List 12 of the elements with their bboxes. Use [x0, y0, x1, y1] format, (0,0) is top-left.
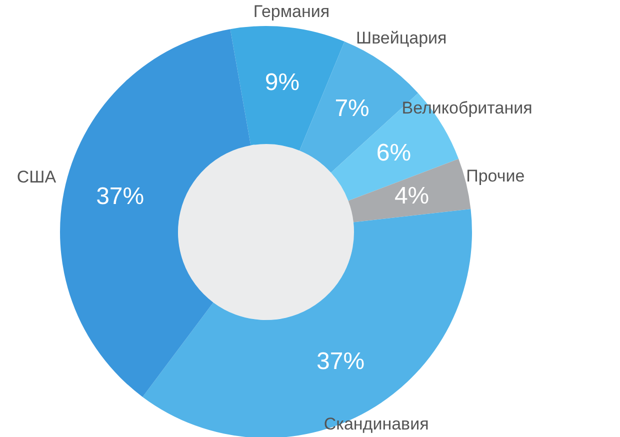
data-label: 4% — [394, 182, 430, 210]
data-label: 37% — [316, 348, 365, 376]
data-label: 9% — [264, 68, 300, 96]
slice-label: Прочие — [466, 166, 525, 186]
slice-label: США — [16, 167, 57, 186]
data-label: 6% — [376, 139, 412, 166]
data-label: 7% — [334, 95, 370, 122]
data-label: 37% — [96, 183, 144, 210]
donut-slice — [60, 29, 251, 397]
slice-label: Германия — [253, 2, 330, 21]
donut-slice — [142, 209, 472, 437]
slice-label: Швейцария — [356, 28, 447, 48]
